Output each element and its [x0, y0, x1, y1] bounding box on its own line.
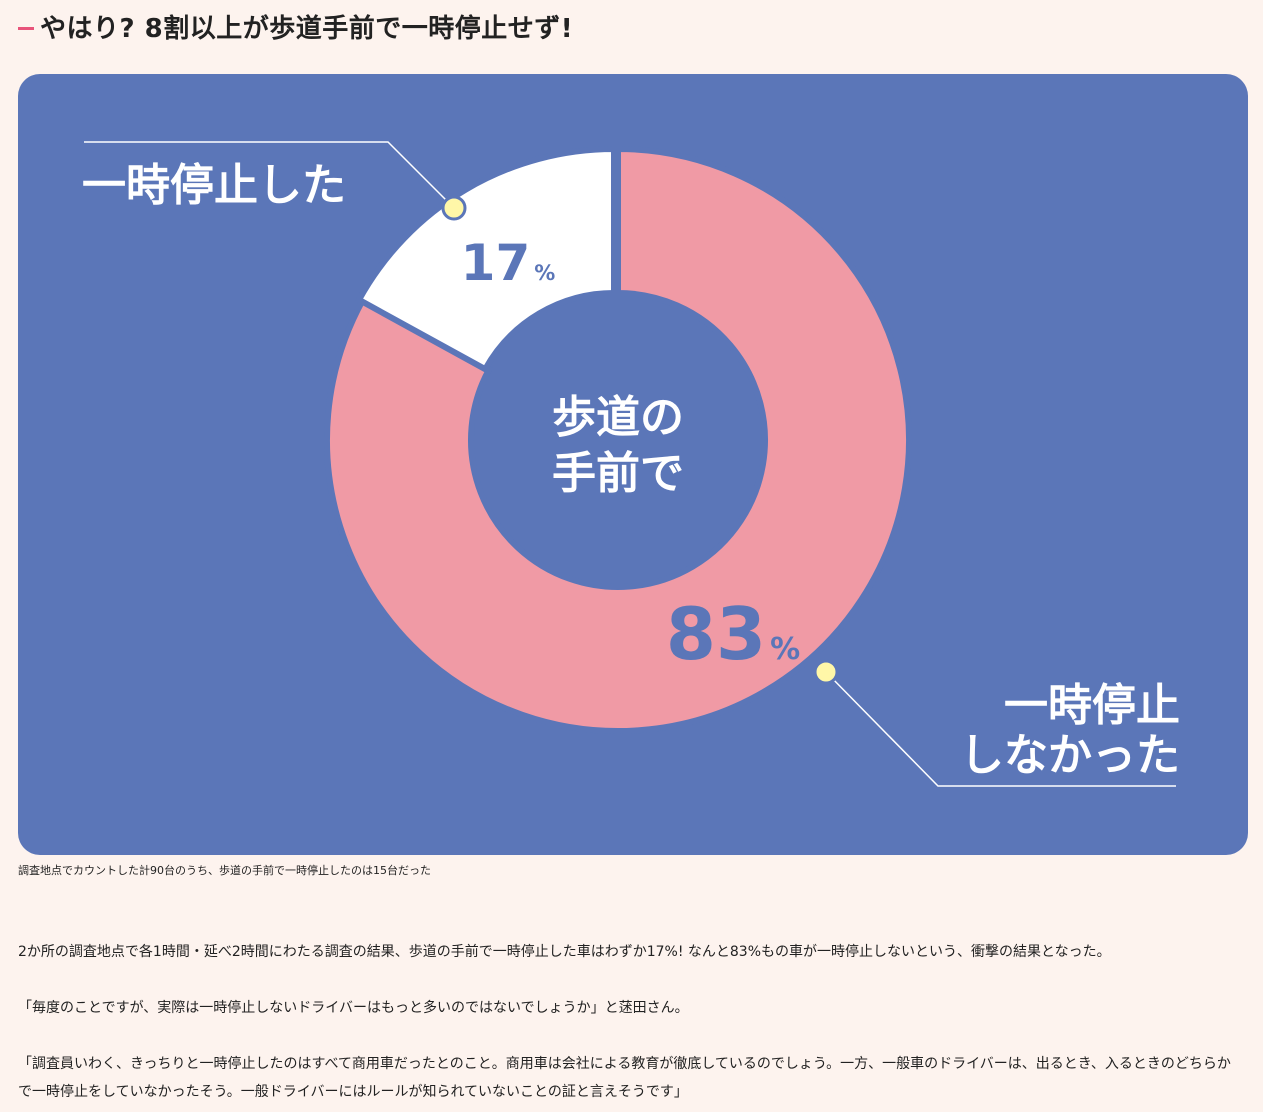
- pie-slice-1: [324, 145, 912, 734]
- leader-line-1: [825, 671, 1176, 787]
- section-heading: やはり? 8割以上が歩道手前で一時停止せず!: [18, 8, 573, 45]
- value-label-1: 83%: [666, 592, 800, 676]
- chart-caption: 調査地点でカウントした計90台のうち、歩道の手前で一時停止したのは15台だった: [18, 864, 431, 877]
- body-paragraph-3: 「調査員いわく、きっちりと一時停止したのはすべて商用車だったとのこと。商用車は会…: [18, 1056, 1231, 1100]
- center-label-line-2: 手前で: [552, 448, 684, 499]
- value-label-2: 17%: [461, 234, 556, 292]
- center-label-line-1: 歩道の: [552, 392, 684, 443]
- chart-panel: 歩道の 手前で 83% 17% 一時停止 しなかった 一時停止した: [18, 74, 1248, 855]
- heading-accent-bar: [18, 27, 34, 30]
- body-paragraph-1: 2か所の調査地点で各1時間・延べ2時間にわたる調査の結果、歩道の手前で一時停止し…: [18, 944, 1111, 960]
- pie-slice-2: [354, 145, 617, 374]
- body-paragraph-2: 「毎度のことですが、実際は一時停止しないドライバーはもっと多いのではないでしょう…: [18, 1000, 689, 1016]
- leader-marker-2: [441, 195, 467, 221]
- leader-marker-1: [813, 659, 839, 685]
- leader-line-2: [84, 141, 455, 209]
- slices-layer: [324, 145, 912, 734]
- heading-title: やはり? 8割以上が歩道手前で一時停止せず!: [40, 14, 574, 44]
- category-label-1-line-2: しなかった: [960, 730, 1180, 781]
- category-label-2-line-1: 一時停止した: [82, 160, 346, 211]
- category-label-1-line-1: 一時停止: [1004, 680, 1180, 731]
